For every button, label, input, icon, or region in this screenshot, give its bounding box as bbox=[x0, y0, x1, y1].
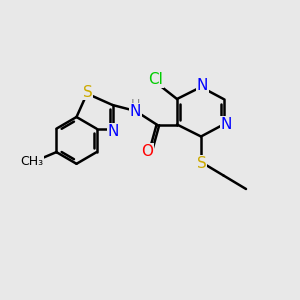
Text: O: O bbox=[142, 144, 154, 159]
Text: N: N bbox=[197, 78, 208, 93]
Text: Cl: Cl bbox=[148, 72, 163, 87]
Text: N: N bbox=[130, 103, 141, 118]
Text: S: S bbox=[197, 156, 206, 171]
Text: H: H bbox=[131, 98, 140, 112]
Text: S: S bbox=[83, 85, 92, 100]
Text: CH₃: CH₃ bbox=[20, 155, 43, 168]
Text: N: N bbox=[221, 117, 232, 132]
Text: N: N bbox=[107, 124, 119, 139]
